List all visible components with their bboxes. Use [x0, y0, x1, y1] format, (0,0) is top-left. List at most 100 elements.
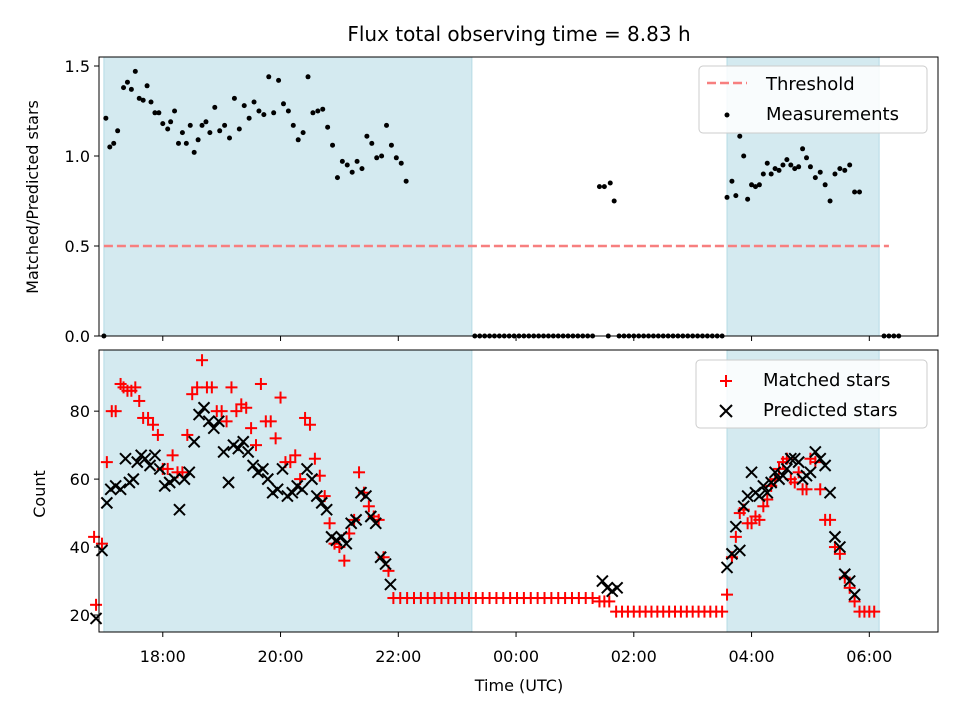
measurement-point	[203, 119, 209, 125]
measurement-point	[124, 79, 130, 85]
predicted-point-b	[222, 476, 235, 489]
measurement-point	[756, 182, 762, 188]
measurement-point	[784, 157, 790, 163]
measurement-point	[827, 198, 833, 204]
measurement-point	[325, 124, 331, 130]
measurement-point	[140, 97, 146, 103]
predicted-point-b	[227, 438, 240, 452]
predicted-point-b	[237, 435, 250, 448]
predicted-point	[610, 581, 624, 595]
matched-point	[843, 581, 856, 594]
measurement-point	[822, 182, 828, 188]
predicted-point-b	[809, 445, 822, 459]
predicted-point-b	[325, 530, 338, 544]
predicted-point-b	[761, 486, 774, 499]
matched-point	[215, 405, 228, 418]
matched-point	[90, 598, 103, 611]
matched-point	[254, 377, 267, 390]
predicted-point-b	[804, 466, 817, 479]
predicted-point	[818, 459, 832, 472]
predicted-point-b	[114, 483, 127, 496]
measurement-point	[393, 155, 399, 161]
predicted-point	[300, 462, 314, 476]
bottom-x-axis: 18:00 20:00 22:00 00:00 02:00 04:00 06:00	[140, 632, 892, 666]
measurement-point	[144, 83, 150, 89]
predicted-point	[843, 574, 856, 588]
predicted-stars-series	[89, 401, 861, 625]
matched-point	[745, 517, 758, 530]
measurement-point	[217, 128, 223, 134]
matched-point	[284, 456, 297, 469]
measurement-point	[276, 77, 282, 83]
measurement-point	[334, 175, 340, 181]
measurement-point	[607, 180, 613, 186]
measurement-point	[772, 166, 778, 172]
predicted-point-b	[741, 489, 754, 503]
measurement-point	[796, 164, 802, 170]
measurement-point	[596, 184, 602, 190]
measurement-point	[256, 108, 262, 114]
matched-point	[586, 592, 599, 605]
measurement-point	[165, 126, 171, 132]
measurement-point	[251, 99, 257, 105]
predicted-point	[173, 503, 186, 516]
measurement-point	[315, 108, 321, 114]
measurement-point	[842, 167, 848, 173]
measurement-point	[804, 155, 810, 161]
shaded-region	[103, 349, 473, 633]
measurement-point	[832, 171, 838, 177]
predicted-point	[828, 530, 842, 544]
predicted-point-b	[148, 449, 162, 462]
predicted-point	[286, 486, 299, 499]
measurement-point	[183, 140, 189, 146]
predicted-point	[153, 462, 167, 476]
bottom-legend: Matched stars Predicted stars	[695, 359, 928, 429]
measurement-point	[364, 133, 370, 139]
matched-point	[323, 517, 336, 530]
measurement-point	[195, 137, 201, 143]
predicted-point	[237, 435, 250, 448]
predicted-point-b	[100, 496, 114, 510]
predicted-point-b	[320, 503, 333, 516]
predicted-point	[340, 537, 353, 550]
predicted-point-b	[374, 551, 387, 564]
predicted-point-b	[828, 530, 842, 544]
measurement-point	[388, 142, 394, 148]
measurement-point	[160, 121, 166, 127]
predicted-point-b	[261, 472, 274, 486]
measurement-point	[290, 122, 296, 128]
measurement-point	[246, 115, 252, 121]
x-tick-label: 20:00	[257, 647, 303, 666]
predicted-point	[261, 472, 274, 486]
measurement-point	[305, 74, 311, 80]
measurement-point	[111, 140, 117, 146]
predicted-point-b	[792, 455, 805, 469]
measurement-point	[611, 198, 617, 204]
matched-point	[225, 381, 238, 394]
predicted-point	[848, 588, 861, 601]
matched-point	[250, 439, 263, 452]
predicted-point-b	[187, 435, 201, 448]
matched-point	[95, 537, 108, 550]
measurement-point	[107, 144, 113, 150]
predicted-point	[246, 459, 260, 472]
measurement-point	[792, 166, 798, 172]
legend-matched-swatch	[720, 375, 732, 387]
matched-point	[166, 449, 179, 462]
predicted-point-b	[202, 415, 216, 428]
predicted-point	[745, 466, 758, 479]
measurement-point	[379, 153, 385, 159]
measurement-point	[369, 140, 375, 146]
predicted-point-b	[138, 452, 152, 465]
matched-point	[142, 411, 155, 424]
legend-predicted-swatch	[719, 404, 733, 418]
measurement-point	[227, 135, 233, 141]
top-y-axis-label: Matched/Predicted stars	[23, 100, 42, 294]
measurement-point	[148, 99, 154, 105]
matched-point	[264, 415, 277, 428]
predicted-point	[374, 551, 387, 564]
measurement-point	[172, 108, 178, 114]
predicted-point	[178, 472, 191, 486]
predicted-point-b	[764, 476, 778, 489]
measurement-point	[752, 184, 758, 190]
